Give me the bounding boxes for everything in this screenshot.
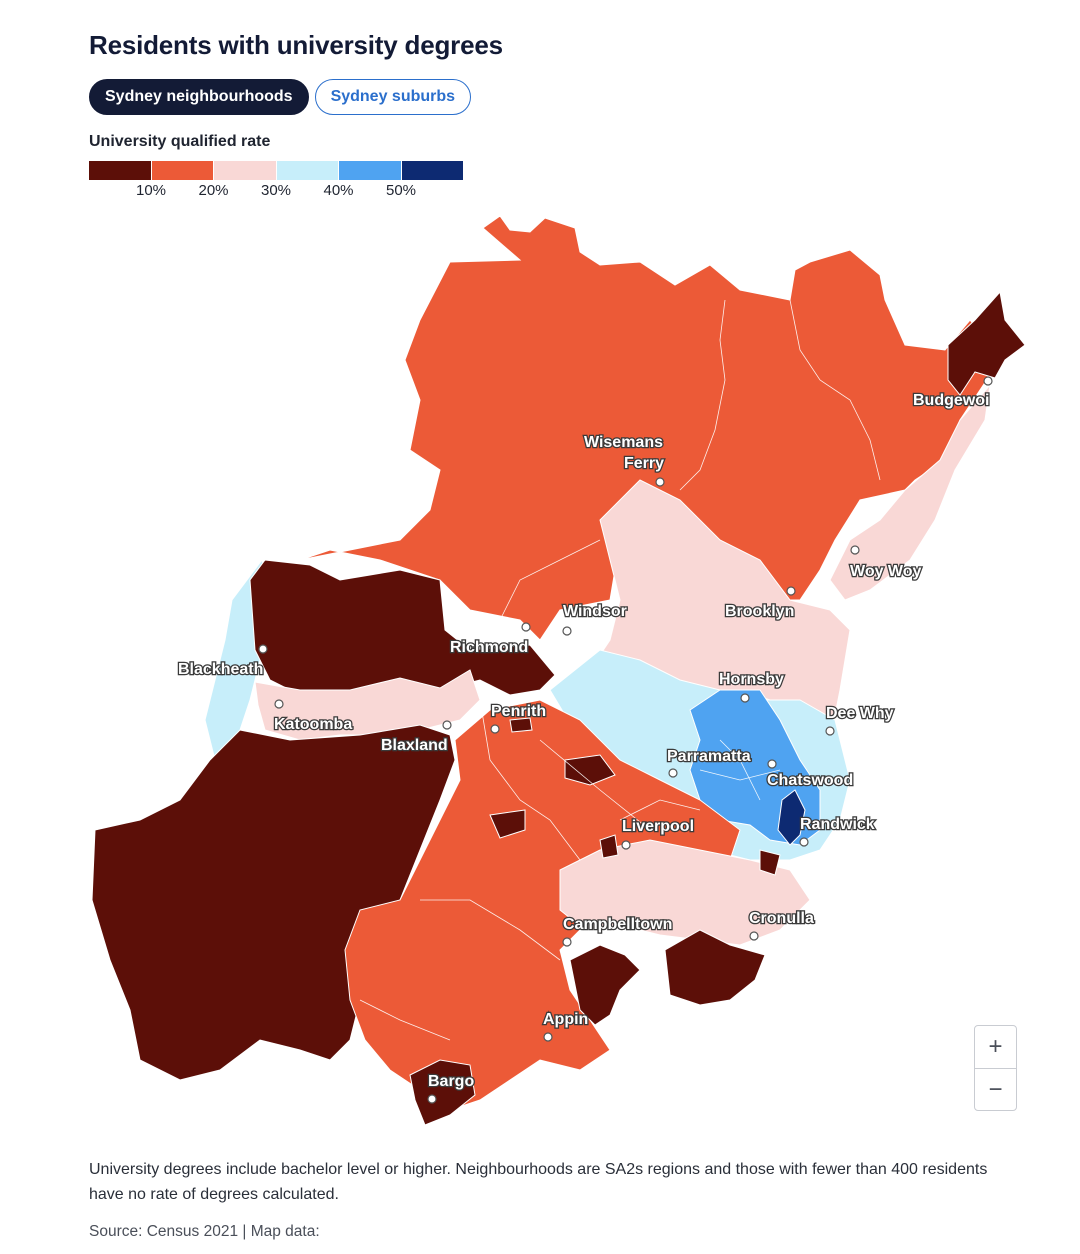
legend-swatch-3 bbox=[214, 161, 276, 180]
marker-blackheath[interactable] bbox=[258, 644, 268, 654]
label-ferry: Ferry bbox=[624, 455, 664, 472]
footnote: University degrees include bachelor leve… bbox=[89, 1161, 988, 1203]
choropleth-map[interactable]: Budgewoi Wisemans Ferry Woy Woy Windsor … bbox=[0, 200, 1080, 1150]
label-brooklyn: Brooklyn bbox=[725, 603, 794, 620]
marker-windsor[interactable] bbox=[562, 626, 572, 636]
label-richmond: Richmond bbox=[450, 639, 528, 656]
region-dark-patch-2[interactable] bbox=[489, 809, 526, 839]
zoom-in-button[interactable]: + bbox=[988, 1033, 1003, 1060]
region-pink-mountains-band[interactable] bbox=[254, 669, 481, 741]
region-orange-north[interactable] bbox=[299, 215, 989, 641]
region-boundaries bbox=[359, 299, 881, 1041]
label-chatswood: Chatswood bbox=[767, 772, 853, 789]
label-parramatta: Parramatta bbox=[667, 748, 751, 765]
marker-budgewoi[interactable] bbox=[983, 376, 993, 386]
marker-dee-why[interactable] bbox=[825, 726, 835, 736]
region-dark-central-coast[interactable] bbox=[947, 290, 1026, 396]
label-katoomba: Katoomba bbox=[274, 716, 352, 733]
region-dark-patch-1[interactable] bbox=[564, 754, 616, 786]
marker-liverpool[interactable] bbox=[621, 840, 631, 850]
legend-title: University qualified rate bbox=[89, 133, 271, 150]
marker-hornsby[interactable] bbox=[740, 693, 750, 703]
region-pink-south[interactable] bbox=[559, 839, 811, 946]
label-cronulla: Cronulla bbox=[749, 910, 814, 927]
chart-title: Residents with university degrees bbox=[89, 30, 503, 60]
marker-richmond[interactable] bbox=[521, 622, 531, 632]
tab-sydney-suburbs[interactable]: Sydney suburbs bbox=[314, 79, 472, 115]
legend-swatch-4 bbox=[276, 161, 338, 180]
legend-ticks: 10% 20% 30% 40% 50% bbox=[89, 182, 469, 202]
region-dark-bargo[interactable] bbox=[409, 1059, 476, 1126]
marker-cronulla[interactable] bbox=[749, 931, 759, 941]
tab-sydney-neighbourhoods[interactable]: Sydney neighbourhoods bbox=[89, 79, 309, 115]
marker-woy-woy[interactable] bbox=[850, 545, 860, 555]
legend-color-scale bbox=[89, 161, 464, 180]
marker-campbelltown[interactable] bbox=[562, 937, 572, 947]
zoom-divider bbox=[975, 1068, 1016, 1069]
legend-swatch-2 bbox=[151, 161, 213, 180]
label-budgewoi: Budgewoi bbox=[913, 392, 989, 409]
watermark: chi nazau bbox=[380, 1193, 639, 1253]
region-dark-appin[interactable] bbox=[569, 944, 641, 1026]
label-appin: Appin bbox=[543, 1011, 588, 1028]
view-tabs: Sydney neighbourhoods Sydney suburbs bbox=[89, 79, 472, 115]
source-credit: Source: Census 2021 | Map data: bbox=[89, 1223, 320, 1240]
legend-tick-40: 40% bbox=[323, 182, 354, 199]
legend-tick-10: 10% bbox=[135, 182, 167, 199]
region-dark-patch-3[interactable] bbox=[759, 849, 781, 876]
label-blaxland: Blaxland bbox=[381, 737, 448, 754]
legend-swatch-5 bbox=[339, 161, 401, 180]
label-blackheath: Blackheath bbox=[178, 661, 263, 678]
region-dark-southwest[interactable] bbox=[91, 724, 456, 1081]
marker-penrith[interactable] bbox=[490, 724, 500, 734]
place-markers bbox=[258, 376, 993, 1104]
marker-katoomba[interactable] bbox=[274, 699, 284, 709]
zoom-out-button[interactable]: − bbox=[988, 1076, 1003, 1103]
legend-tick-30: 30% bbox=[260, 182, 292, 199]
marker-randwick[interactable] bbox=[799, 837, 809, 847]
marker-brooklyn[interactable] bbox=[786, 586, 796, 596]
region-orange-southwest[interactable] bbox=[344, 699, 741, 1111]
label-windsor: Windsor bbox=[563, 603, 627, 620]
marker-bargo[interactable] bbox=[427, 1094, 437, 1104]
region-dark-patch-5[interactable] bbox=[509, 717, 533, 733]
label-campbelltown: Campbelltown bbox=[563, 916, 672, 933]
region-pink-coast-north[interactable] bbox=[829, 383, 991, 601]
zoom-control: + − bbox=[974, 1025, 1017, 1111]
marker-parramatta[interactable] bbox=[668, 768, 678, 778]
label-penrith: Penrith bbox=[491, 703, 546, 720]
marker-blaxland[interactable] bbox=[442, 720, 452, 730]
label-hornsby: Hornsby bbox=[719, 671, 784, 688]
label-woy-woy: Woy Woy bbox=[850, 563, 922, 580]
marker-appin[interactable] bbox=[543, 1032, 553, 1042]
label-bargo: Bargo bbox=[428, 1073, 474, 1090]
region-dark-patch-4[interactable] bbox=[599, 834, 619, 859]
marker-chatswood[interactable] bbox=[767, 759, 777, 769]
region-darkblue-core[interactable] bbox=[777, 789, 806, 846]
label-dee-why: Dee Why bbox=[826, 705, 894, 722]
legend-swatch-6 bbox=[401, 161, 463, 180]
label-wisemans: Wisemans bbox=[584, 434, 663, 451]
legend-tick-20: 20% bbox=[198, 182, 229, 199]
legend-swatch-1 bbox=[89, 161, 151, 180]
label-liverpool: Liverpool bbox=[622, 818, 694, 835]
marker-wisemans-ferry[interactable] bbox=[655, 477, 665, 487]
legend-tick-50: 50% bbox=[385, 182, 417, 199]
region-dark-royal-national-park[interactable] bbox=[664, 929, 766, 1006]
label-randwick: Randwick bbox=[800, 816, 875, 833]
